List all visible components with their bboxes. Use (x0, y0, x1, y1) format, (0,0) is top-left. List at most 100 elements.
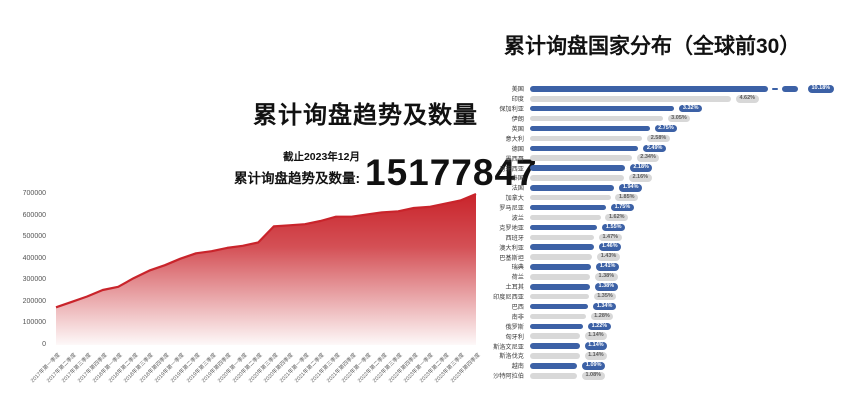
value-pill: 2.58% (647, 134, 670, 143)
bar-row: 加拿大 1.85% (470, 193, 848, 203)
value-pill: 1.38% (595, 273, 618, 281)
bar-track: 1.35% (530, 292, 848, 302)
bar-row: 俄罗斯 1.22% (470, 321, 848, 331)
y-tick-label: 400000 (22, 254, 46, 262)
bar-track: 1.28% (530, 311, 848, 321)
bar (530, 353, 580, 359)
area-fill (56, 194, 476, 345)
bar-track: 2.49% (530, 143, 848, 153)
bar-track: 1.94% (530, 183, 848, 193)
country-label: 法国 (511, 185, 524, 193)
country-label: 沙特阿拉伯 (493, 373, 524, 381)
country-label: 英国 (511, 126, 524, 133)
value-pill: 2.16% (628, 174, 652, 182)
country-label: 西班牙 (505, 234, 524, 242)
bar (530, 373, 577, 379)
bar-track: 1.47% (530, 232, 848, 242)
country-label: 德国 (511, 145, 524, 153)
bar-track: 2.34% (530, 153, 848, 163)
value-pill: 1.09% (582, 362, 606, 370)
bar (530, 284, 590, 290)
value-pill: 1.14% (584, 342, 608, 350)
bar (530, 155, 632, 161)
country-label: 南非 (511, 313, 524, 321)
total-annotation: 截止2023年12月 累计询盘趋势及数量: 15177847 (234, 149, 538, 191)
bar-row: 伊朗 3.05% (470, 114, 848, 124)
bar-track: 1.34% (530, 302, 848, 312)
country-label: 瑞典 (511, 264, 524, 272)
country-label: 美国 (511, 86, 524, 94)
bar-track: 1.14% (530, 341, 848, 351)
country-label: 土耳其 (505, 284, 524, 292)
bar-row: 斯洛伐克 1.14% (470, 351, 848, 361)
as-of-date: 截止2023年12月 (282, 151, 360, 163)
bar-segment (530, 86, 768, 92)
area-line (55, 192, 477, 309)
bar-row: 荷兰 1.38% (470, 272, 848, 282)
bar-row: 澳大利亚 1.46% (470, 242, 848, 252)
right-chart-title: 累计询盘国家分布（全球前30） (504, 35, 801, 58)
bar (530, 115, 663, 122)
value-pill: 1.34% (593, 302, 616, 311)
value-pill: 2.75% (654, 124, 678, 133)
value-pill: 1.28% (590, 312, 614, 321)
bar-row: 德国 2.49% (470, 143, 848, 153)
total-label: 累计询盘趋势及数量: (234, 171, 360, 186)
value-pill: 3.05% (667, 114, 691, 123)
bar (530, 303, 589, 310)
bar-row: 越南 1.09% (470, 361, 848, 371)
bar (530, 343, 580, 349)
country-label: 马来西亚 (499, 165, 524, 173)
y-tick-label: 0 (42, 341, 46, 348)
bar-track: 3.05% (530, 114, 848, 124)
bar-track: 1.85% (530, 193, 848, 203)
bar (530, 313, 586, 320)
value-pill: 1.35% (593, 292, 617, 301)
bar (530, 224, 598, 231)
value-pill: 1.75% (611, 203, 634, 212)
bar (530, 175, 624, 181)
country-label: 伊朗 (511, 116, 524, 124)
bar-row: 沙特阿拉伯 1.08% (470, 371, 848, 381)
country-label: 保加利亚 (499, 106, 524, 114)
bar-track: 1.14% (530, 331, 848, 341)
value-pill: 1.08% (581, 372, 605, 380)
bar (530, 264, 592, 270)
annotation-labels: 截止2023年12月 累计询盘趋势及数量: (234, 149, 360, 191)
country-label: 越南 (511, 363, 524, 371)
value-pill: 1.55% (602, 223, 626, 232)
bar-track: 1.14% (530, 351, 848, 361)
country-label: 印度 (511, 96, 524, 104)
bar (530, 244, 594, 250)
bar (530, 293, 589, 300)
country-label: 巴基斯坦 (499, 254, 524, 262)
country-label: 泰国 (511, 175, 524, 183)
left-chart-title: 累计询盘趋势及数量 (253, 102, 478, 129)
bar (530, 274, 590, 280)
bar-row: 美国 10.18% (470, 84, 848, 94)
value-pill: 1.22% (588, 322, 611, 331)
value-pill: 2.18% (629, 164, 653, 172)
bar-row: 南非 1.28% (470, 311, 848, 321)
country-label: 斯洛文尼亚 (493, 343, 524, 351)
bar-track: 2.75% (530, 124, 848, 134)
bar (530, 165, 625, 171)
bar-row: 波兰 1.62% (470, 213, 848, 223)
bar-track: 1.09% (530, 361, 848, 371)
bar-track: 4.62% (530, 94, 848, 104)
y-tick-label: 100000 (22, 319, 46, 327)
bar-row: 罗马尼亚 1.75% (470, 203, 848, 213)
bar-row: 保加利亚 3.32% (470, 104, 848, 114)
country-label: 澳大利亚 (499, 244, 524, 252)
bar-track: 2.18% (530, 163, 848, 173)
bar-track: 1.08% (530, 371, 848, 381)
bar-row: 英国 2.75% (470, 124, 848, 134)
bar-row: 瑞典 1.41% (470, 262, 848, 272)
value-pill: 1.14% (584, 352, 608, 360)
bar (530, 135, 643, 142)
bar-track: 2.58% (530, 133, 848, 143)
total-value: 15177847 (365, 152, 538, 193)
country-label: 俄罗斯 (505, 323, 524, 331)
value-pill: 1.47% (598, 233, 622, 242)
y-tick-label: 700000 (22, 190, 46, 197)
